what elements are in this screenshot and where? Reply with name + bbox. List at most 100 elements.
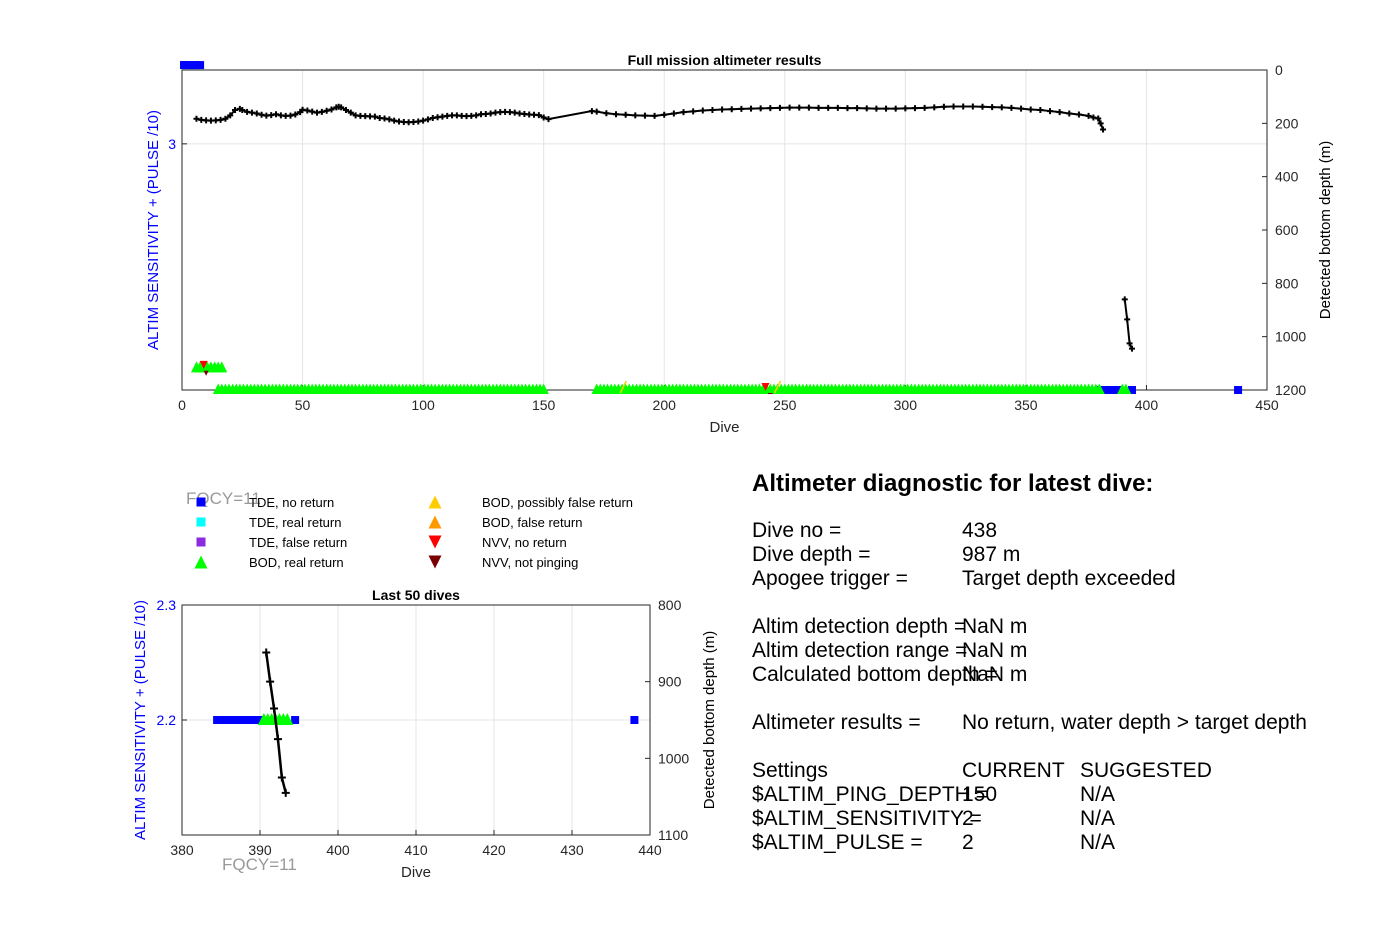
altim-detection-depth-value: NaN m	[962, 615, 1028, 638]
tde-no-return-marker	[256, 716, 264, 724]
y-right-tick-label: 200	[1275, 115, 1299, 131]
settings-label: Settings	[752, 759, 828, 782]
y-right-axis-label: Detected bottom depth (m)	[1317, 141, 1334, 319]
plot-marks	[213, 648, 639, 797]
y-right-axis-label: Detected bottom depth (m)	[701, 631, 718, 809]
bottom-depth-marker	[328, 106, 335, 113]
bottom-depth-marker	[424, 116, 431, 123]
nvv-not-pinging-marker	[203, 370, 209, 376]
setting-current: 2	[962, 807, 974, 830]
bottom-depth-marker	[757, 105, 764, 112]
legend-label: BOD, possibly false return	[482, 495, 633, 510]
bottom-depth-marker	[1090, 114, 1097, 121]
bottom-depth-marker	[217, 116, 224, 123]
bottom-depth-marker	[719, 106, 726, 113]
bod-real-return-marker	[281, 713, 294, 725]
bottom-depth-marker	[1124, 316, 1131, 323]
bottom-depth-marker	[709, 107, 716, 113]
bottom-depth-marker	[883, 105, 890, 112]
legend-marker	[428, 515, 442, 529]
legend-label: NVV, no return	[482, 535, 567, 550]
x-tick-label: 390	[248, 842, 272, 858]
x-tick-label: 400	[326, 842, 350, 858]
legend-label: TDE, real return	[249, 515, 341, 530]
bottom-depth-marker	[270, 704, 279, 713]
x-tick-label: 300	[894, 397, 918, 413]
bottom-depth-marker	[386, 116, 393, 123]
chart-title: Full mission altimeter results	[628, 52, 822, 68]
last-50-dives-chart: 380 390 400 410 420 430 440 2.2 2.3 800 900 1000 110…	[132, 587, 718, 881]
altim-detection-range-value: NaN m	[962, 639, 1028, 662]
full-mission-chart: 0 50 100 150 200 250 300 350 400 450 3 0 200 400 600 80…	[145, 52, 1334, 436]
x-tick-label: 50	[295, 397, 311, 413]
y-right-tick-label: 1100	[658, 827, 688, 843]
x-tick-label: 100	[411, 397, 435, 413]
legend-label: BOD, real return	[249, 555, 344, 570]
bod-possibly-false-return-marker	[619, 380, 627, 394]
bottom-depth-marker	[854, 105, 861, 112]
bottom-depth-marker	[273, 735, 282, 744]
dive-no-row: Dive no = 438	[752, 519, 1392, 543]
bod-real-return-marker	[538, 383, 549, 394]
settings-suggested-header: SUGGESTED	[1080, 759, 1212, 782]
legend: TDE, no return TDE, real return TDE, false…	[194, 495, 633, 570]
bottom-depth-marker	[227, 112, 234, 119]
bottom-depth-marker	[1126, 340, 1133, 347]
bottom-depth-marker	[323, 107, 330, 114]
diagnostic-title: Altimeter diagnostic for latest dive:	[752, 470, 1154, 497]
bottom-depth-marker	[805, 104, 812, 111]
setting-suggested: N/A	[1080, 807, 1116, 830]
bottom-depth-marker	[239, 107, 246, 113]
bottom-depth-marker	[347, 109, 354, 116]
y-right-tick-label: 1200	[1275, 382, 1306, 398]
bottom-depth-marker	[902, 105, 909, 112]
legend-marker	[428, 555, 442, 569]
bottom-depth-marker	[338, 104, 345, 111]
legend-marker	[428, 495, 442, 509]
nvv-not-pinging-marker	[767, 392, 773, 394]
legend-marker	[428, 535, 442, 549]
legend-item: BOD, possibly false return	[428, 495, 633, 510]
legend-label: TDE, false return	[249, 535, 347, 550]
bottom-depth-marker	[1075, 111, 1082, 118]
setting-suggested: N/A	[1080, 783, 1116, 806]
x-axis-label: Dive	[709, 419, 739, 436]
setting-label: $ALTIM_PING_DEPTH =	[752, 783, 988, 806]
setting-label: $ALTIM_SENSITIVITY =	[752, 807, 982, 830]
calculated-bottom-depth-value: NaN m	[962, 663, 1028, 686]
setting-row-sensitivity: $ALTIM_SENSITIVITY = 2 N/A	[752, 807, 1392, 831]
bottom-depth-marker	[1085, 112, 1092, 119]
bottom-depth-marker	[834, 104, 841, 111]
y-right-tick-label: 0	[1275, 62, 1283, 78]
legend-marker	[196, 537, 206, 547]
bottom-depth-marker	[1018, 105, 1025, 112]
bottom-depth-marker	[641, 112, 648, 119]
bottom-depth-marker	[998, 104, 1005, 111]
bottom-depth-marker	[232, 107, 239, 113]
x-tick-label: 350	[1014, 397, 1038, 413]
legend-label: TDE, no return	[249, 495, 334, 510]
apogee-trigger-row: Apogee trigger = Target depth exceeded	[752, 567, 1392, 591]
bottom-depth-marker	[292, 111, 299, 118]
bottom-depth-marker	[786, 104, 793, 111]
y-right-tick-label: 1000	[658, 750, 689, 766]
legend-item: BOD, false return	[428, 515, 582, 530]
bottom-depth-marker	[815, 104, 822, 111]
bottom-depth-marker	[651, 112, 658, 119]
bottom-depth-marker	[304, 107, 311, 114]
apogee-trigger-label: Apogee trigger =	[752, 567, 908, 590]
diagnostic-panel: Altimeter diagnostic for latest dive: Di…	[752, 470, 1392, 890]
setting-current: 150	[962, 783, 998, 806]
bottom-depth-marker	[892, 105, 899, 112]
x-tick-label: 150	[532, 397, 556, 413]
x-tick-label: 450	[1255, 397, 1279, 413]
bottom-depth-marker	[1056, 109, 1063, 116]
legend-item: TDE, no return	[196, 495, 334, 510]
bottom-depth-line	[1123, 299, 1133, 350]
bottom-depth-marker	[825, 104, 832, 111]
bottom-depth-marker	[1066, 110, 1073, 117]
bottom-depth-marker	[253, 110, 260, 117]
x-axis-label: Dive	[401, 864, 431, 881]
tde-no-return-marker	[1234, 386, 1243, 394]
